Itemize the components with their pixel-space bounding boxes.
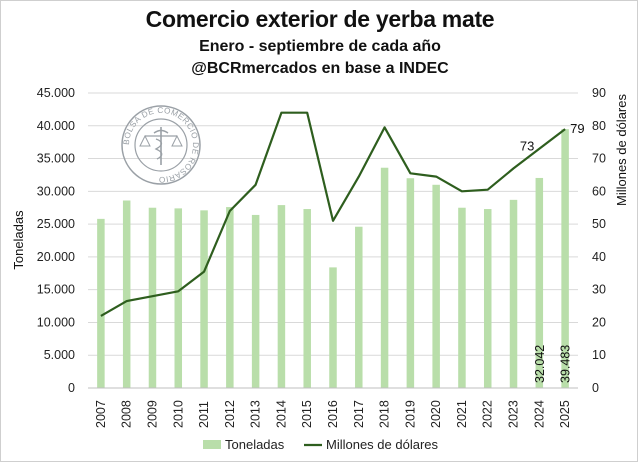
x-tick-label: 2024: [532, 400, 546, 428]
x-tick-label: 2008: [120, 400, 134, 428]
y-left-tick-label: 35.000: [37, 152, 75, 166]
bar-toneladas-2007: [97, 218, 105, 388]
logo-inner-ring: [134, 118, 188, 172]
bar-series-toneladas: [97, 129, 569, 389]
x-tick-label: 2018: [378, 400, 392, 428]
x-tick-label: 2020: [429, 400, 443, 428]
bar-toneladas-2010: [174, 208, 183, 388]
y-right-tick-label: 40: [592, 250, 606, 264]
line-data-label: 79: [570, 121, 584, 136]
bar-toneladas-2009: [148, 207, 157, 388]
bar-toneladas-2023: [509, 199, 518, 388]
bar-toneladas-2024: [535, 177, 544, 388]
x-tick-label: 2017: [352, 400, 366, 428]
y-right-tick-label: 80: [592, 119, 606, 133]
y-left-tick-label: 20.000: [37, 250, 75, 264]
y-left-tick-label: 5.000: [44, 348, 75, 362]
y-right-tick-label: 0: [592, 381, 599, 395]
x-tick-label: 2015: [300, 400, 314, 428]
y-left-axis-title: Toneladas: [11, 210, 26, 270]
logo-wings: [153, 129, 169, 134]
bar-toneladas-2011: [200, 210, 208, 388]
x-tick-label: 2022: [481, 400, 495, 428]
y-right-tick-label: 10: [592, 348, 606, 362]
bar-toneladas-2012: [226, 207, 234, 388]
x-tick-label: 2013: [249, 400, 263, 428]
y-left-tick-label: 25.000: [37, 217, 75, 231]
legend-label-millones: Millones de dólares: [326, 437, 439, 452]
bar-data-label: 32.042: [533, 345, 547, 383]
chart-subtitle-source: @BCRmercados en base a INDEC: [191, 60, 449, 77]
line-millones-de-dolares: [100, 111, 566, 317]
bar-toneladas-2015: [303, 209, 311, 388]
logo-scale-pan-right: [171, 134, 183, 147]
chart-title: Comercio exterior de yerba mate: [145, 6, 495, 32]
y-right-tick-label: 90: [592, 86, 606, 100]
y-right-tick-label: 70: [592, 152, 606, 166]
logo-scale-pan-left: [139, 134, 151, 147]
y-right-tick-label: 60: [592, 184, 606, 198]
x-tick-label: 2019: [403, 400, 417, 428]
x-tick-label: 2007: [94, 400, 108, 428]
bar-toneladas-2017: [355, 226, 363, 388]
y-right-tick-label: 20: [592, 315, 606, 329]
line-series-millones: [100, 111, 566, 317]
bar-toneladas-2013: [251, 214, 260, 388]
bar-data-label: 39.483: [559, 345, 573, 383]
logo-outer-ring: [121, 105, 201, 185]
legend-swatch-toneladas: [203, 440, 221, 449]
bar-toneladas-2018: [380, 167, 389, 388]
data-labels: 32.042 39.483 73 79: [520, 121, 585, 383]
y-left-tick-label: 30.000: [37, 184, 75, 198]
bar-toneladas-2014: [277, 205, 286, 388]
y-left-tick-label: 45.000: [37, 86, 75, 100]
y-left-tick-label: 15.000: [37, 283, 75, 297]
y-left-tick-label: 0: [68, 381, 75, 395]
bar-toneladas-2025: [561, 129, 569, 389]
bar-toneladas-2021: [458, 207, 466, 388]
bar-toneladas-2016: [329, 267, 337, 388]
bcr-logo: BOLSA DE COMERCIO DE ROSARIO: [121, 105, 201, 185]
x-tick-label: 2014: [274, 400, 288, 428]
axes: 0 0 5.000 10 10.000 20 15.000 30 20.000 40 25.000 5…: [11, 86, 629, 428]
x-tick-label: 2012: [223, 400, 237, 428]
bar-toneladas-2020: [432, 184, 440, 388]
y-right-tick-label: 50: [592, 217, 606, 231]
y-left-tick-label: 40.000: [37, 119, 75, 133]
bar-toneladas-2019: [406, 178, 415, 388]
x-tick-label: 2025: [558, 400, 572, 428]
legend: Toneladas Millones de dólares: [203, 437, 439, 452]
y-right-tick-label: 30: [592, 283, 606, 297]
x-tick-label: 2010: [171, 400, 185, 428]
x-tick-label: 2021: [455, 400, 469, 428]
bar-toneladas-2022: [483, 209, 492, 388]
chart-subtitle-period: Enero - septiembre de cada año: [199, 38, 441, 55]
y-right-axis-title: Millones de dólares: [614, 94, 629, 207]
x-tick-label: 2016: [326, 400, 340, 428]
x-tick-label: 2023: [507, 400, 521, 428]
line-data-label: 73: [520, 139, 534, 154]
bar-toneladas-2008: [122, 200, 131, 388]
logo-snake: [154, 138, 163, 160]
x-tick-label: 2009: [145, 400, 159, 428]
x-tick-label: 2011: [197, 401, 211, 428]
legend-label-toneladas: Toneladas: [225, 437, 285, 452]
y-left-tick-label: 10.000: [37, 315, 75, 329]
